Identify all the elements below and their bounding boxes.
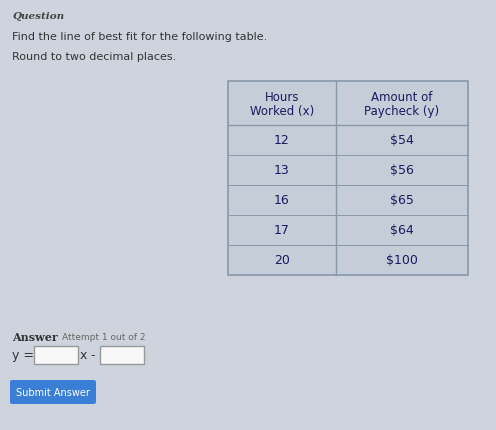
Text: Answer: Answer [12,331,58,342]
Text: Paycheck (y): Paycheck (y) [365,105,439,118]
Text: Round to two decimal places.: Round to two decimal places. [12,52,176,62]
Text: $100: $100 [386,254,418,267]
Text: $56: $56 [390,164,414,177]
Text: $54: $54 [390,134,414,147]
Text: y =: y = [12,349,34,362]
Text: Worked (x): Worked (x) [250,105,314,118]
Text: 13: 13 [274,164,290,177]
Text: x: x [80,349,87,362]
Bar [34,346,78,364]
Text: 17: 17 [274,224,290,237]
Bar [100,346,144,364]
Text: Question: Question [12,12,64,21]
FancyBboxPatch shape [10,380,96,404]
Text: $65: $65 [390,194,414,207]
Text: Amount of: Amount of [372,91,433,104]
Text: Hours: Hours [265,91,299,104]
Text: Submit Answer: Submit Answer [16,387,90,397]
Bar [228,82,468,275]
Text: $64: $64 [390,224,414,237]
Text: Attempt 1 out of 2: Attempt 1 out of 2 [62,332,145,341]
Text: 12: 12 [274,134,290,147]
Text: Find the line of best fit for the following table.: Find the line of best fit for the follow… [12,32,267,42]
Text: 16: 16 [274,194,290,207]
Text: -: - [90,349,95,362]
Text: 20: 20 [274,254,290,267]
